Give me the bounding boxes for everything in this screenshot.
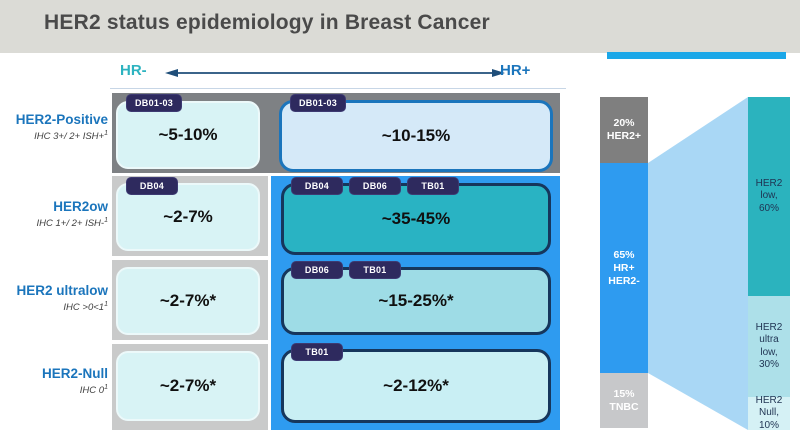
footnote-sup: 1: [104, 130, 108, 137]
percent-value: ~15-25%*: [378, 291, 454, 310]
page-title: HER2 status epidemiology in Breast Cance…: [44, 11, 490, 34]
row-title: HER2-Positive: [15, 112, 108, 127]
value-box-null-hrpos: ~2-12%*: [281, 349, 551, 423]
flow-connector: [648, 97, 748, 430]
separator-line: [110, 88, 566, 89]
row-subtitle: IHC 1+/ 2+ ISH-1: [0, 215, 109, 230]
bar-segment-her2-ultralow: HER2 ultra low, 30%: [748, 296, 790, 397]
ihc-text: IHC 0: [79, 385, 105, 397]
value-box-positive-hrneg: ~5-10%: [116, 101, 260, 169]
row-subtitle: IHC >0<11: [0, 299, 108, 314]
row-subtitle: IHC 01: [0, 382, 108, 397]
percent-value: ~2-7%: [163, 207, 213, 226]
segment-line: HER2+: [606, 130, 642, 142]
row-title: HER2-Null: [41, 366, 108, 381]
title-band: HER2 status epidemiology in Breast Cance…: [0, 0, 800, 53]
percent-value: ~5-10%: [158, 125, 218, 144]
study-badge: DB06: [291, 261, 343, 279]
bar-segment-her2-low: HER2 low, 60%: [748, 97, 790, 296]
row-title: HER2 ultralow: [16, 283, 108, 298]
segment-line: Null,: [758, 407, 779, 419]
segment-line: HER2: [755, 321, 783, 333]
percent-value: ~2-7%*: [159, 291, 217, 310]
row-subtitle: IHC 3+/ 2+ ISH+1: [0, 128, 108, 143]
segment-line: HER2: [755, 394, 783, 406]
study-badge: DB06: [349, 177, 401, 195]
footnote-sup: 1: [104, 384, 108, 391]
ihc-text: IHC 3+/ 2+ ISH+: [34, 131, 105, 143]
footnote-sup: 1: [104, 217, 108, 224]
segment-line: 30%: [758, 359, 779, 370]
row-label-her2-low: HER2ow IHC 1+/ 2+ ISH-1: [0, 199, 109, 230]
segment-line: 15%: [613, 387, 635, 400]
segment-line: 10%: [758, 419, 779, 431]
segment-line: 60%: [758, 202, 779, 214]
study-badge: DB04: [126, 177, 178, 195]
value-box-low-hrpos: ~35-45%: [281, 183, 551, 255]
segment-line: HER2-: [608, 274, 640, 287]
hr-negative-label: HR-: [120, 62, 147, 79]
bar-segment-tnbc: 15% TNBC: [600, 373, 648, 428]
segment-line: TNBC: [609, 400, 639, 413]
study-badge: DB04: [291, 177, 343, 195]
row-label-her2-null: HER2-Null IHC 01: [0, 366, 108, 397]
bar-segment-her2-null: HER2 Null, 10%: [748, 394, 790, 431]
percent-value: ~2-12%*: [383, 376, 449, 395]
study-badge: TB01: [349, 261, 401, 279]
value-box-positive-hrpos: ~10-15%: [279, 100, 553, 172]
segment-line: HR+: [613, 261, 635, 274]
segment-line: HER2: [755, 177, 783, 189]
segment-line: 65%: [613, 248, 635, 261]
percent-value: ~10-15%: [381, 126, 451, 145]
value-box-ultralow-hrneg: ~2-7%*: [116, 267, 260, 335]
ihc-text: IHC >0<1: [63, 302, 105, 314]
percent-value: ~35-45%: [381, 209, 451, 228]
row-label-her2-ultralow: HER2 ultralow IHC >0<11: [0, 283, 108, 314]
footnote-sup: 1: [104, 301, 108, 308]
value-box-null-hrneg: ~2-7%*: [116, 351, 260, 421]
hr-positive-label: HR+: [500, 62, 531, 79]
segment-line: 20%: [613, 117, 635, 129]
accent-bar: [607, 52, 786, 59]
percent-value: ~2-7%*: [159, 376, 217, 395]
ihc-text: IHC 1+/ 2+ ISH-: [36, 218, 105, 230]
study-badge: DB01-03: [290, 94, 347, 112]
study-badge: TB01: [407, 177, 459, 195]
bar-segment-her2pos: 20% HER2+: [600, 97, 648, 163]
row-title: HER2ow: [53, 199, 108, 214]
segment-line: ultra: [759, 334, 779, 345]
segment-line: low,: [760, 346, 778, 358]
row-label-her2-positive: HER2-Positive IHC 3+/ 2+ ISH+1: [0, 112, 108, 143]
bar-segment-hrpos-her2neg: 65% HR+ HER2-: [600, 163, 648, 373]
study-badge: DB01-03: [126, 94, 183, 112]
segment-line: low,: [760, 190, 778, 202]
study-badge: TB01: [291, 343, 343, 361]
double-arrow-icon: [165, 69, 505, 77]
